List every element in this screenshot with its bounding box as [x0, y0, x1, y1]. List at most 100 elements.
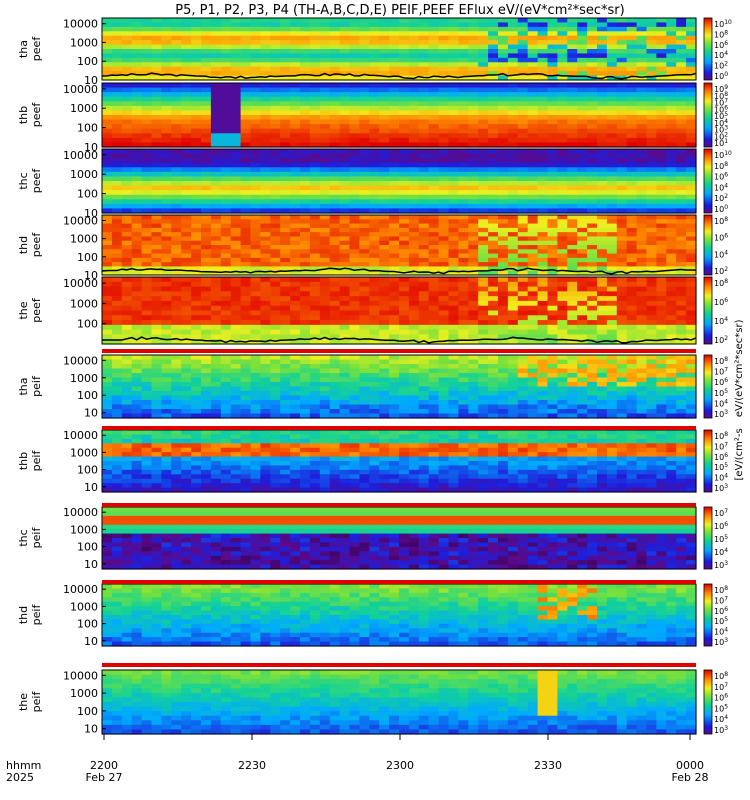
heatmap-cell — [201, 296, 212, 302]
heatmap-cell — [597, 176, 608, 182]
heatmap-cell — [359, 133, 370, 139]
heatmap-cell — [240, 87, 252, 93]
heatmap-cell — [339, 236, 351, 242]
heatmap-cell — [220, 40, 232, 46]
heatmap-cell — [300, 373, 311, 379]
heatmap-cell — [577, 277, 588, 283]
heatmap-cell — [587, 215, 598, 220]
heatmap-cell — [577, 386, 588, 392]
heatmap-cell — [280, 266, 291, 272]
heatmap-cell — [359, 334, 370, 340]
heatmap-cell — [389, 364, 400, 370]
heatmap-cell — [597, 158, 608, 164]
heatmap-cell — [557, 71, 568, 77]
heatmap-cell — [606, 101, 618, 107]
heatmap-cell — [616, 232, 628, 238]
heatmap-cell — [369, 266, 380, 272]
heatmap-cell — [280, 185, 291, 191]
heatmap-cell — [438, 310, 450, 316]
heatmap-cell — [270, 115, 281, 121]
heatmap-cell — [498, 153, 509, 159]
heatmap-cell — [181, 162, 192, 168]
heatmap-cell — [379, 181, 390, 187]
heatmap-cell — [191, 57, 202, 63]
heatmap-cell — [428, 124, 440, 130]
heatmap-cell — [270, 339, 281, 345]
heatmap-cell — [448, 334, 459, 340]
heatmap-cell — [270, 158, 281, 164]
heatmap-cell — [507, 320, 519, 326]
heatmap-cell — [240, 223, 252, 229]
heatmap-cell — [517, 26, 529, 32]
heatmap-cell — [102, 40, 113, 46]
heatmap-cell — [676, 219, 687, 225]
heatmap-cell — [339, 110, 351, 116]
heatmap-cell — [458, 124, 469, 130]
heatmap-cell — [349, 49, 360, 55]
heatmap-cell — [240, 124, 252, 130]
heatmap-cell — [250, 133, 261, 139]
heatmap-cell — [507, 253, 519, 259]
heatmap-cell — [656, 296, 667, 302]
heatmap-cell — [626, 215, 638, 220]
heatmap-cell — [468, 26, 479, 32]
heatmap-cell — [636, 249, 648, 255]
heatmap-cell — [636, 296, 648, 302]
heatmap-cell — [270, 249, 281, 255]
heatmap-cell — [666, 87, 677, 93]
heatmap-cell — [102, 128, 113, 134]
heatmap-cell — [280, 277, 291, 283]
heatmap-cell — [280, 315, 291, 321]
heatmap-cell — [507, 87, 519, 93]
heatmap-cell — [636, 291, 648, 297]
heatmap-cell — [250, 149, 261, 155]
heatmap-cell — [280, 62, 291, 68]
heatmap-cell — [557, 382, 568, 388]
heatmap-cell — [636, 57, 648, 63]
heatmap-cell — [606, 291, 618, 297]
heatmap-cell — [606, 44, 618, 50]
heatmap-cell — [339, 66, 351, 72]
heatmap-cell — [201, 382, 212, 388]
heatmap-cell — [220, 149, 232, 155]
heatmap-cell — [141, 373, 153, 379]
heatmap-cell — [210, 373, 222, 379]
heatmap-cell — [676, 149, 687, 155]
heatmap-cell — [567, 364, 578, 370]
heatmap-cell — [488, 262, 499, 268]
heatmap-cell — [230, 219, 242, 225]
heatmap-cell — [547, 386, 558, 392]
heatmap-cell — [498, 296, 509, 302]
heatmap-cell — [181, 203, 192, 210]
heatmap-cell — [210, 22, 222, 28]
heatmap-cell — [102, 368, 113, 374]
heatmap-cell — [428, 44, 440, 50]
heatmap-cell — [210, 110, 222, 116]
heatmap-cell — [270, 57, 281, 63]
colorbar-tick-label: 108 — [714, 161, 728, 171]
heatmap-cell — [171, 40, 182, 46]
heatmap-cell — [379, 281, 390, 288]
heatmap-cell — [220, 181, 232, 187]
heatmap-cell — [131, 219, 143, 225]
heatmap-cell — [210, 208, 222, 214]
heatmap-cell — [656, 245, 667, 250]
heatmap-cell — [280, 181, 291, 187]
heatmap-cell — [270, 395, 281, 401]
heatmap-cell — [201, 71, 212, 77]
heatmap-cell — [557, 355, 568, 361]
heatmap-cell — [359, 194, 370, 200]
heatmap-cell — [408, 181, 420, 187]
heatmap-cell — [131, 199, 143, 205]
colorbar-tick-label: 104 — [714, 182, 728, 192]
heatmap-cell — [527, 18, 539, 24]
heatmap-cell — [666, 119, 677, 125]
heatmap-cell — [557, 291, 568, 297]
heatmap-cell — [656, 281, 667, 288]
heatmap-cell — [181, 355, 192, 361]
heatmap-cell — [210, 149, 222, 155]
heatmap-cell — [418, 62, 430, 68]
heatmap-cell — [686, 153, 697, 159]
heatmap-cell — [171, 101, 182, 107]
heatmap-cell — [230, 87, 242, 93]
